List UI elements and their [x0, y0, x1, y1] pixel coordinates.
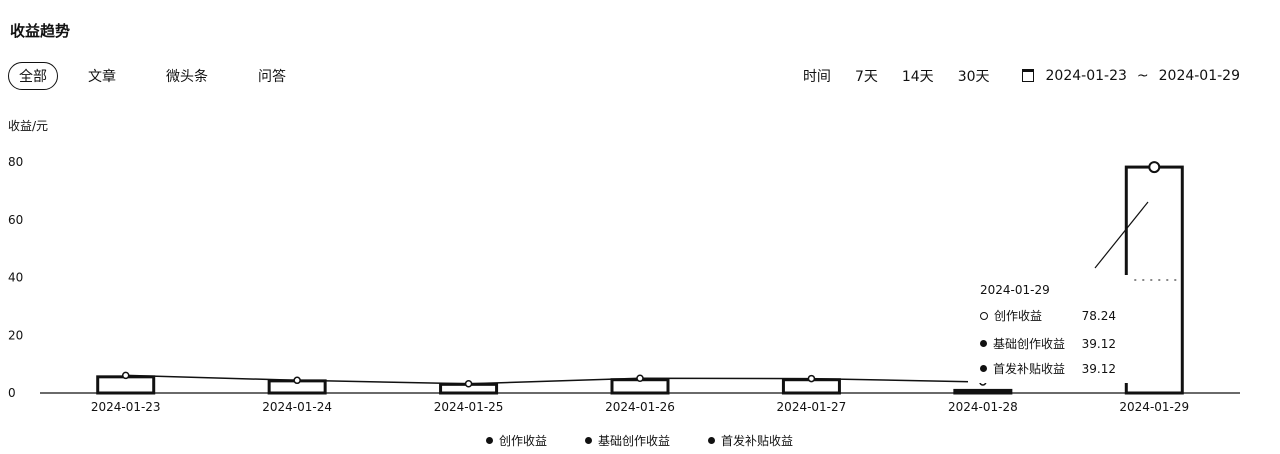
legend: 创作收益 基础创作收益 首发补贴收益 [486, 432, 831, 449]
trend-line [125, 374, 983, 385]
y-tick-label: 60 [8, 213, 23, 227]
tooltip-row: 首发补贴收益 39.12 [980, 360, 1116, 377]
tab-micro-headlines[interactable]: 微头条 [166, 69, 208, 85]
legend-item[interactable]: 基础创作收益 [585, 432, 670, 449]
data-point [464, 380, 473, 388]
tab-qa[interactable]: 问答 [258, 69, 286, 85]
start-date[interactable]: 2024-01-23 [1045, 68, 1127, 84]
x-ticks: 2024-01-23 2024-01-24 2024-01-25 2024-01-26… [91, 400, 1189, 414]
data-point [807, 374, 816, 383]
data-point [1148, 161, 1161, 174]
dot-marker-icon [980, 365, 987, 372]
tooltip-series-name: 创作收益 [994, 309, 1043, 323]
x-tick-label: 2024-01-29 [1119, 400, 1189, 414]
data-point [636, 374, 644, 383]
data-point [293, 376, 301, 385]
legend-label: 首发补贴收益 [721, 434, 794, 448]
time-label: 时间 [802, 69, 831, 85]
tooltip-date: 2024-01-29 [980, 283, 1050, 297]
x-tick-label: 2024-01-24 [262, 400, 332, 414]
page-title: 收益趋势 [10, 22, 71, 40]
tooltip-pointer [1094, 201, 1149, 269]
dot-marker-icon [980, 340, 987, 347]
tooltip-row: 基础创作收益 39.12 [980, 335, 1116, 352]
tooltip-value: 39.12 [1081, 361, 1116, 376]
range-7-days[interactable]: 7天 [854, 69, 878, 85]
x-tick-label: 2024-01-27 [777, 400, 847, 414]
y-tick-label: 80 [8, 155, 23, 169]
tooltip-series-name: 首发补贴收益 [993, 362, 1066, 376]
stacked-bar [953, 388, 1013, 395]
tooltip-value: 39.12 [1081, 336, 1116, 351]
legend-label: 基础创作收益 [598, 434, 671, 448]
x-tick-label: 2024-01-28 [948, 400, 1018, 414]
tab-all[interactable]: 全部 [8, 62, 58, 90]
stacked-bar [96, 375, 156, 395]
date-separator: ~ [1136, 68, 1149, 84]
legend-item[interactable]: 首发补贴收益 [708, 432, 793, 449]
y-tick-label: 0 [8, 386, 16, 400]
y-tick-label: 20 [8, 328, 23, 342]
tab-articles[interactable]: 文章 [88, 69, 116, 85]
legend-dot-icon [486, 437, 493, 444]
y-axis-label: 收益/元 [8, 119, 48, 133]
tooltip-series-name: 基础创作收益 [993, 337, 1066, 351]
range-14-days[interactable]: 14天 [901, 69, 934, 85]
points [121, 161, 1161, 388]
end-date[interactable]: 2024-01-29 [1158, 68, 1240, 84]
content-type-tabs: 全部 文章 微头条 问答 [8, 62, 328, 90]
y-tick-label: 40 [8, 271, 23, 285]
legend-label: 创作收益 [499, 434, 548, 448]
x-tick-label: 2024-01-26 [605, 400, 675, 414]
ring-marker-icon [980, 311, 988, 320]
legend-dot-icon [585, 437, 593, 444]
range-30-days[interactable]: 30天 [957, 69, 990, 85]
legend-dot-icon [708, 437, 716, 444]
tooltip-row: 创作收益 78.24 [980, 307, 1116, 324]
legend-item[interactable]: 创作收益 [486, 432, 547, 449]
x-tick-label: 2024-01-25 [434, 400, 504, 414]
calendar-icon[interactable] [1021, 68, 1034, 82]
x-tick-label: 2024-01-23 [91, 400, 161, 414]
tooltip: 2024-01-29 创作收益 78.24 基础创作收益 39.12 首发补贴收… [968, 275, 1134, 383]
time-range-selector: 时间 7天 14天 30天 2024-01-23 ~ 2024-01-29 [803, 66, 1240, 86]
data-point [121, 371, 130, 380]
tooltip-value: 78.24 [1081, 308, 1116, 323]
y-ticks: 0 20 40 60 80 [8, 155, 23, 400]
